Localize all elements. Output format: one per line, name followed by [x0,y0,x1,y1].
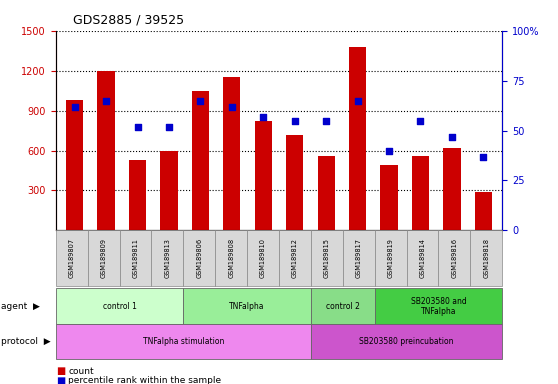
Bar [349,47,366,230]
Text: GSM189806: GSM189806 [196,238,203,278]
Point [384,147,393,154]
Text: SB203580 preincubation: SB203580 preincubation [359,337,454,346]
Text: count: count [68,367,94,376]
Point [196,98,205,104]
Text: GSM189808: GSM189808 [228,238,234,278]
Text: GSM189807: GSM189807 [69,238,75,278]
Bar [475,192,492,230]
Text: control 2: control 2 [326,302,360,311]
Bar [381,165,398,230]
Text: GSM189811: GSM189811 [132,238,138,278]
Text: GSM189816: GSM189816 [451,238,458,278]
Bar [160,151,177,230]
Bar [254,121,272,230]
Text: GSM189818: GSM189818 [483,238,489,278]
Text: percentile rank within the sample: percentile rank within the sample [68,376,221,384]
Bar [66,100,83,230]
Point [322,118,331,124]
Bar [192,91,209,230]
Text: GSM189815: GSM189815 [324,238,330,278]
Text: TNFalpha: TNFalpha [229,302,265,311]
Point [102,98,110,104]
Text: GSM189817: GSM189817 [355,238,362,278]
Point [70,104,79,110]
Text: SB203580 and
TNFalpha: SB203580 and TNFalpha [411,296,466,316]
Text: GDS2885 / 39525: GDS2885 / 39525 [73,13,184,26]
Text: GSM189819: GSM189819 [388,238,393,278]
Point [133,124,142,130]
Point [227,104,236,110]
Bar [443,148,460,230]
Point [479,154,488,160]
Text: GSM189812: GSM189812 [292,238,298,278]
Bar [98,71,115,230]
Bar [223,77,240,230]
Text: GSM189809: GSM189809 [100,238,107,278]
Point [353,98,362,104]
Text: GSM189814: GSM189814 [420,238,426,278]
Point [290,118,299,124]
Point [448,134,456,140]
Text: GSM189813: GSM189813 [165,238,170,278]
Point [416,118,425,124]
Text: agent  ▶: agent ▶ [1,302,40,311]
Bar [286,134,304,230]
Bar [129,160,146,230]
Text: control 1: control 1 [103,302,137,311]
Text: GSM189810: GSM189810 [260,238,266,278]
Point [165,124,174,130]
Text: ■: ■ [56,366,65,376]
Text: ■: ■ [56,376,65,384]
Point [259,114,268,120]
Text: protocol  ▶: protocol ▶ [1,337,50,346]
Text: TNFalpha stimulation: TNFalpha stimulation [143,337,224,346]
Bar [412,156,429,230]
Bar [318,156,335,230]
